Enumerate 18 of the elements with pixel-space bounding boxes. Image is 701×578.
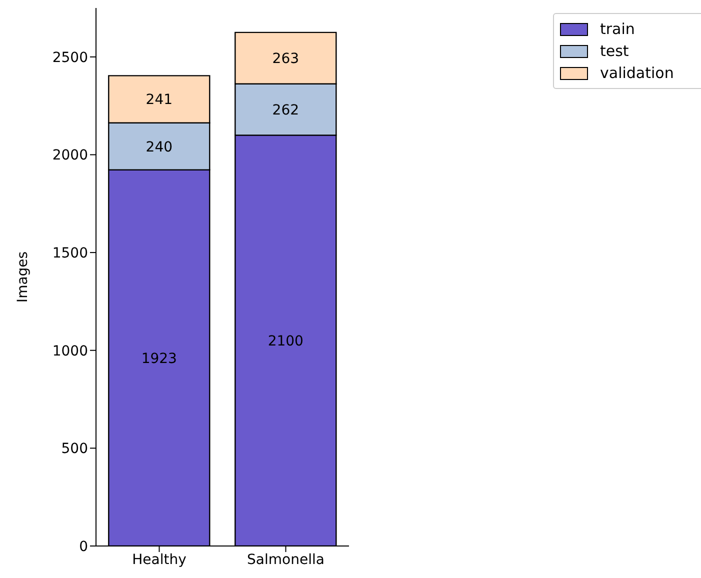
y-tick-label: 1500 bbox=[52, 246, 88, 262]
data-label: 262 bbox=[272, 102, 300, 119]
legend-label: validation bbox=[600, 64, 674, 82]
y-tick-label: 2000 bbox=[52, 148, 88, 164]
y-tick-label: 1000 bbox=[52, 343, 88, 360]
y-axis-title: Images bbox=[14, 251, 31, 303]
data-label: 2100 bbox=[268, 334, 304, 350]
legend-label: train bbox=[600, 20, 635, 38]
data-label: 240 bbox=[146, 139, 173, 156]
data-label: 241 bbox=[146, 92, 173, 108]
y-tick-label: 2500 bbox=[52, 50, 88, 66]
data-label: 1923 bbox=[141, 350, 177, 367]
y-tick-label: 0 bbox=[79, 538, 88, 555]
y-tick-label: 500 bbox=[61, 441, 88, 458]
x-tick-label: Healthy bbox=[132, 552, 186, 568]
data-label: 263 bbox=[272, 51, 300, 68]
x-tick-label: Salmonella bbox=[247, 552, 324, 568]
legend-label: test bbox=[600, 42, 629, 60]
